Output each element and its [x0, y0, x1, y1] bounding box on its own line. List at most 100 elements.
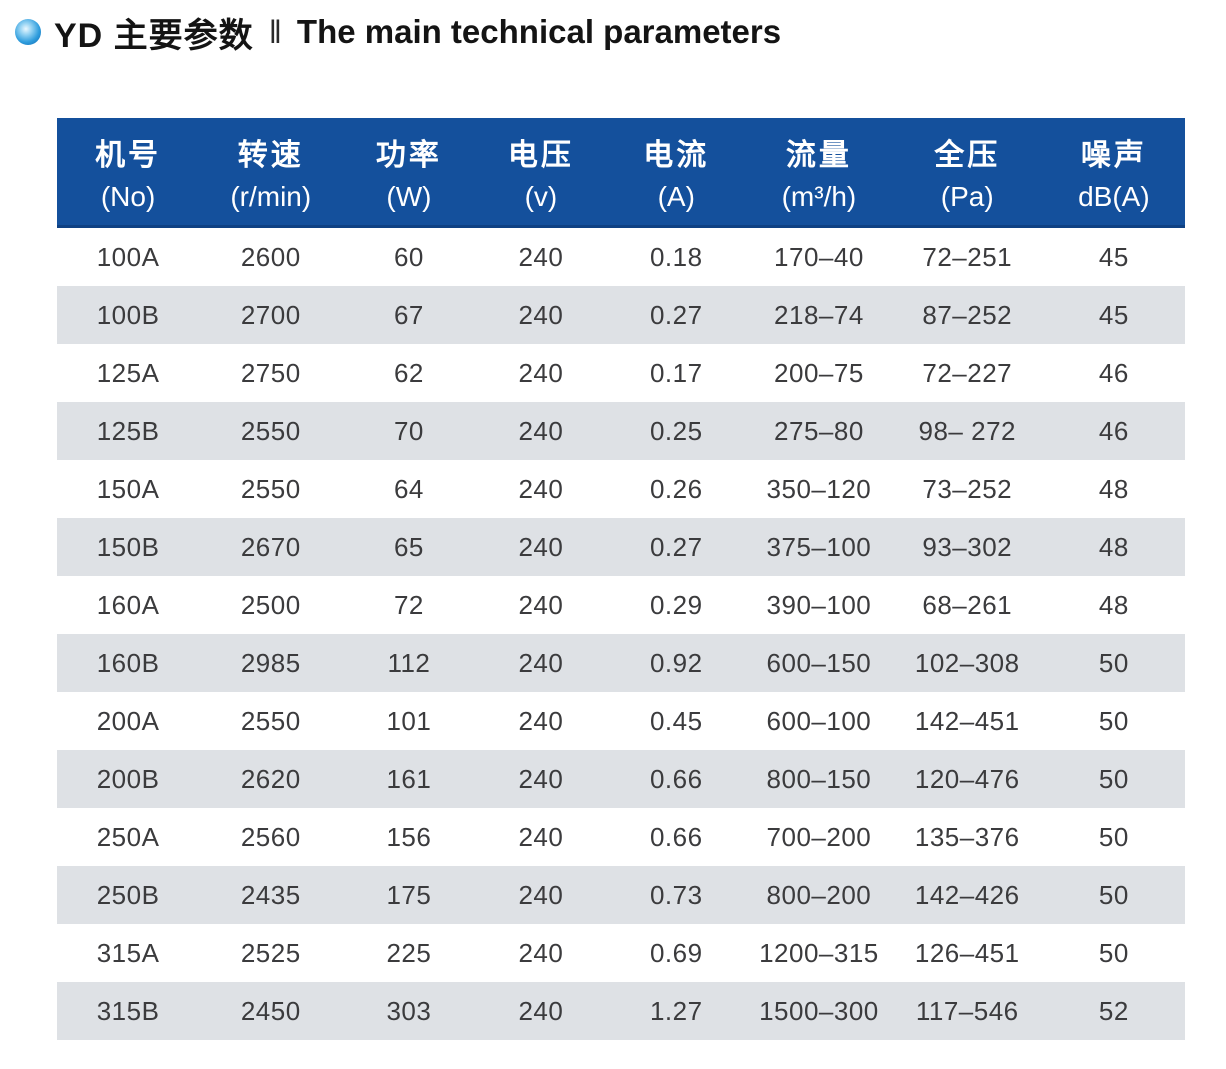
- table-row: 250B 2435 175 240 0.73 800–200 142–426 50: [57, 866, 1185, 924]
- table-cell: 0.18: [649, 241, 703, 272]
- table-cell: 600–150: [766, 647, 872, 678]
- table-cell: 218–74: [774, 299, 864, 330]
- table-cell: 0.69: [649, 937, 703, 968]
- table-cell: 50: [1098, 821, 1129, 852]
- table-cell: 2700: [240, 299, 301, 330]
- table-cell: 240: [518, 995, 564, 1026]
- table-cell: 0.92: [649, 647, 703, 678]
- table-cell: 64: [393, 473, 424, 504]
- table-cell: 200B: [96, 763, 160, 794]
- column-unit: (m³/h): [781, 181, 857, 212]
- column-header: 机号 (No): [57, 118, 199, 225]
- column-unit: dB(A): [1078, 181, 1150, 212]
- table-cell: 0.73: [649, 879, 703, 910]
- table-cell: 150B: [96, 531, 160, 562]
- table-row: 315B 2450 303 240 1.27 1500–300 117–546 52: [57, 982, 1185, 1040]
- table-cell: 150A: [96, 473, 160, 504]
- table-cell: 250A: [96, 821, 160, 852]
- table-cell: 50: [1098, 763, 1129, 794]
- table-cell: 303: [386, 995, 432, 1026]
- table-cell: 93–302: [922, 531, 1013, 562]
- column-unit: (r/min): [230, 181, 312, 212]
- table-cell: 2550: [240, 705, 301, 736]
- table-cell: 160A: [96, 589, 160, 620]
- table-cell: 120–476: [914, 763, 1020, 794]
- column-header: 流量 (m³/h): [746, 118, 892, 225]
- table-cell: 70: [393, 415, 424, 446]
- column-unit: (v): [524, 181, 558, 212]
- table-row: 160A 2500 72 240 0.29 390–100 68–261 48: [57, 576, 1185, 634]
- page-title: YD 主要参数 ‖ The main technical parameters: [15, 8, 781, 56]
- table-cell: 240: [518, 589, 564, 620]
- table-cell: 240: [518, 937, 564, 968]
- table-cell: 0.17: [649, 357, 703, 388]
- table-cell: 98– 272: [918, 415, 1016, 446]
- table-cell: 315A: [96, 937, 160, 968]
- table-row: 125A 2750 62 240 0.17 200–75 72–227 46: [57, 344, 1185, 402]
- table-cell: 375–100: [766, 531, 872, 562]
- table-cell: 240: [518, 473, 564, 504]
- table-cell: 200A: [96, 705, 160, 736]
- table-cell: 87–252: [922, 299, 1013, 330]
- title-chinese: YD 主要参数: [54, 16, 254, 55]
- table-cell: 2985: [240, 647, 301, 678]
- table-cell: 600–100: [766, 705, 872, 736]
- table-row: 200B 2620 161 240 0.66 800–150 120–476 50: [57, 750, 1185, 808]
- column-title: 机号: [95, 139, 162, 172]
- table-cell: 240: [518, 299, 564, 330]
- table-cell: 100B: [96, 299, 160, 330]
- table-row: 100A 2600 60 240 0.18 170–40 72–251 45: [57, 228, 1185, 286]
- table-row: 150B 2670 65 240 0.27 375–100 93–302 48: [57, 518, 1185, 576]
- table-cell: 275–80: [774, 415, 864, 446]
- table-row: 250A 2560 156 240 0.66 700–200 135–376 50: [57, 808, 1185, 866]
- table-cell: 68–261: [922, 589, 1013, 620]
- table-cell: 72: [393, 589, 424, 620]
- table-row: 125B 2550 70 240 0.25 275–80 98– 272 46: [57, 402, 1185, 460]
- table-cell: 240: [518, 705, 564, 736]
- table-cell: 0.27: [649, 299, 703, 330]
- table-cell: 315B: [96, 995, 160, 1026]
- table-cell: 60: [393, 241, 424, 272]
- table-cell: 2670: [240, 531, 301, 562]
- column-title: 功率: [375, 139, 442, 172]
- table-cell: 350–120: [766, 473, 872, 504]
- table-cell: 67: [393, 299, 424, 330]
- table-cell: 0.25: [649, 415, 703, 446]
- column-header: 噪声 dB(A): [1043, 118, 1185, 225]
- table-cell: 46: [1098, 415, 1129, 446]
- table-cell: 135–376: [914, 821, 1020, 852]
- table-cell: 46: [1098, 357, 1129, 388]
- table-cell: 1.27: [649, 995, 703, 1026]
- table-row: 100B 2700 67 240 0.27 218–74 87–252 45: [57, 286, 1185, 344]
- table-cell: 0.29: [649, 589, 703, 620]
- table-cell: 250B: [96, 879, 160, 910]
- table-row: 200A 2550 101 240 0.45 600–100 142–451 50: [57, 692, 1185, 750]
- table-cell: 102–308: [914, 647, 1020, 678]
- column-header: 电流 (A): [606, 118, 746, 225]
- column-title: 流量: [785, 139, 852, 172]
- table-cell: 142–426: [914, 879, 1020, 910]
- table-cell: 0.26: [649, 473, 703, 504]
- table-cell: 48: [1098, 531, 1129, 562]
- table-cell: 125A: [96, 357, 160, 388]
- table-cell: 2525: [240, 937, 301, 968]
- table-cell: 112: [387, 647, 431, 678]
- table-cell: 700–200: [766, 821, 872, 852]
- table-cell: 2550: [240, 415, 301, 446]
- table-cell: 390–100: [766, 589, 872, 620]
- table-cell: 50: [1098, 705, 1129, 736]
- table-cell: 0.27: [649, 531, 703, 562]
- column-unit: (Pa): [940, 181, 994, 212]
- table-cell: 0.66: [649, 763, 703, 794]
- table-cell: 1500–300: [759, 995, 879, 1026]
- table-cell: 240: [518, 357, 564, 388]
- table-cell: 126–451: [914, 937, 1020, 968]
- table-cell: 73–252: [922, 473, 1013, 504]
- table-cell: 2560: [240, 821, 301, 852]
- table-row: 160B 2985 112 240 0.92 600–150 102–308 50: [57, 634, 1185, 692]
- table-cell: 2435: [240, 879, 301, 910]
- table-cell: 2500: [240, 589, 301, 620]
- table-cell: 0.66: [649, 821, 703, 852]
- table-cell: 240: [518, 415, 564, 446]
